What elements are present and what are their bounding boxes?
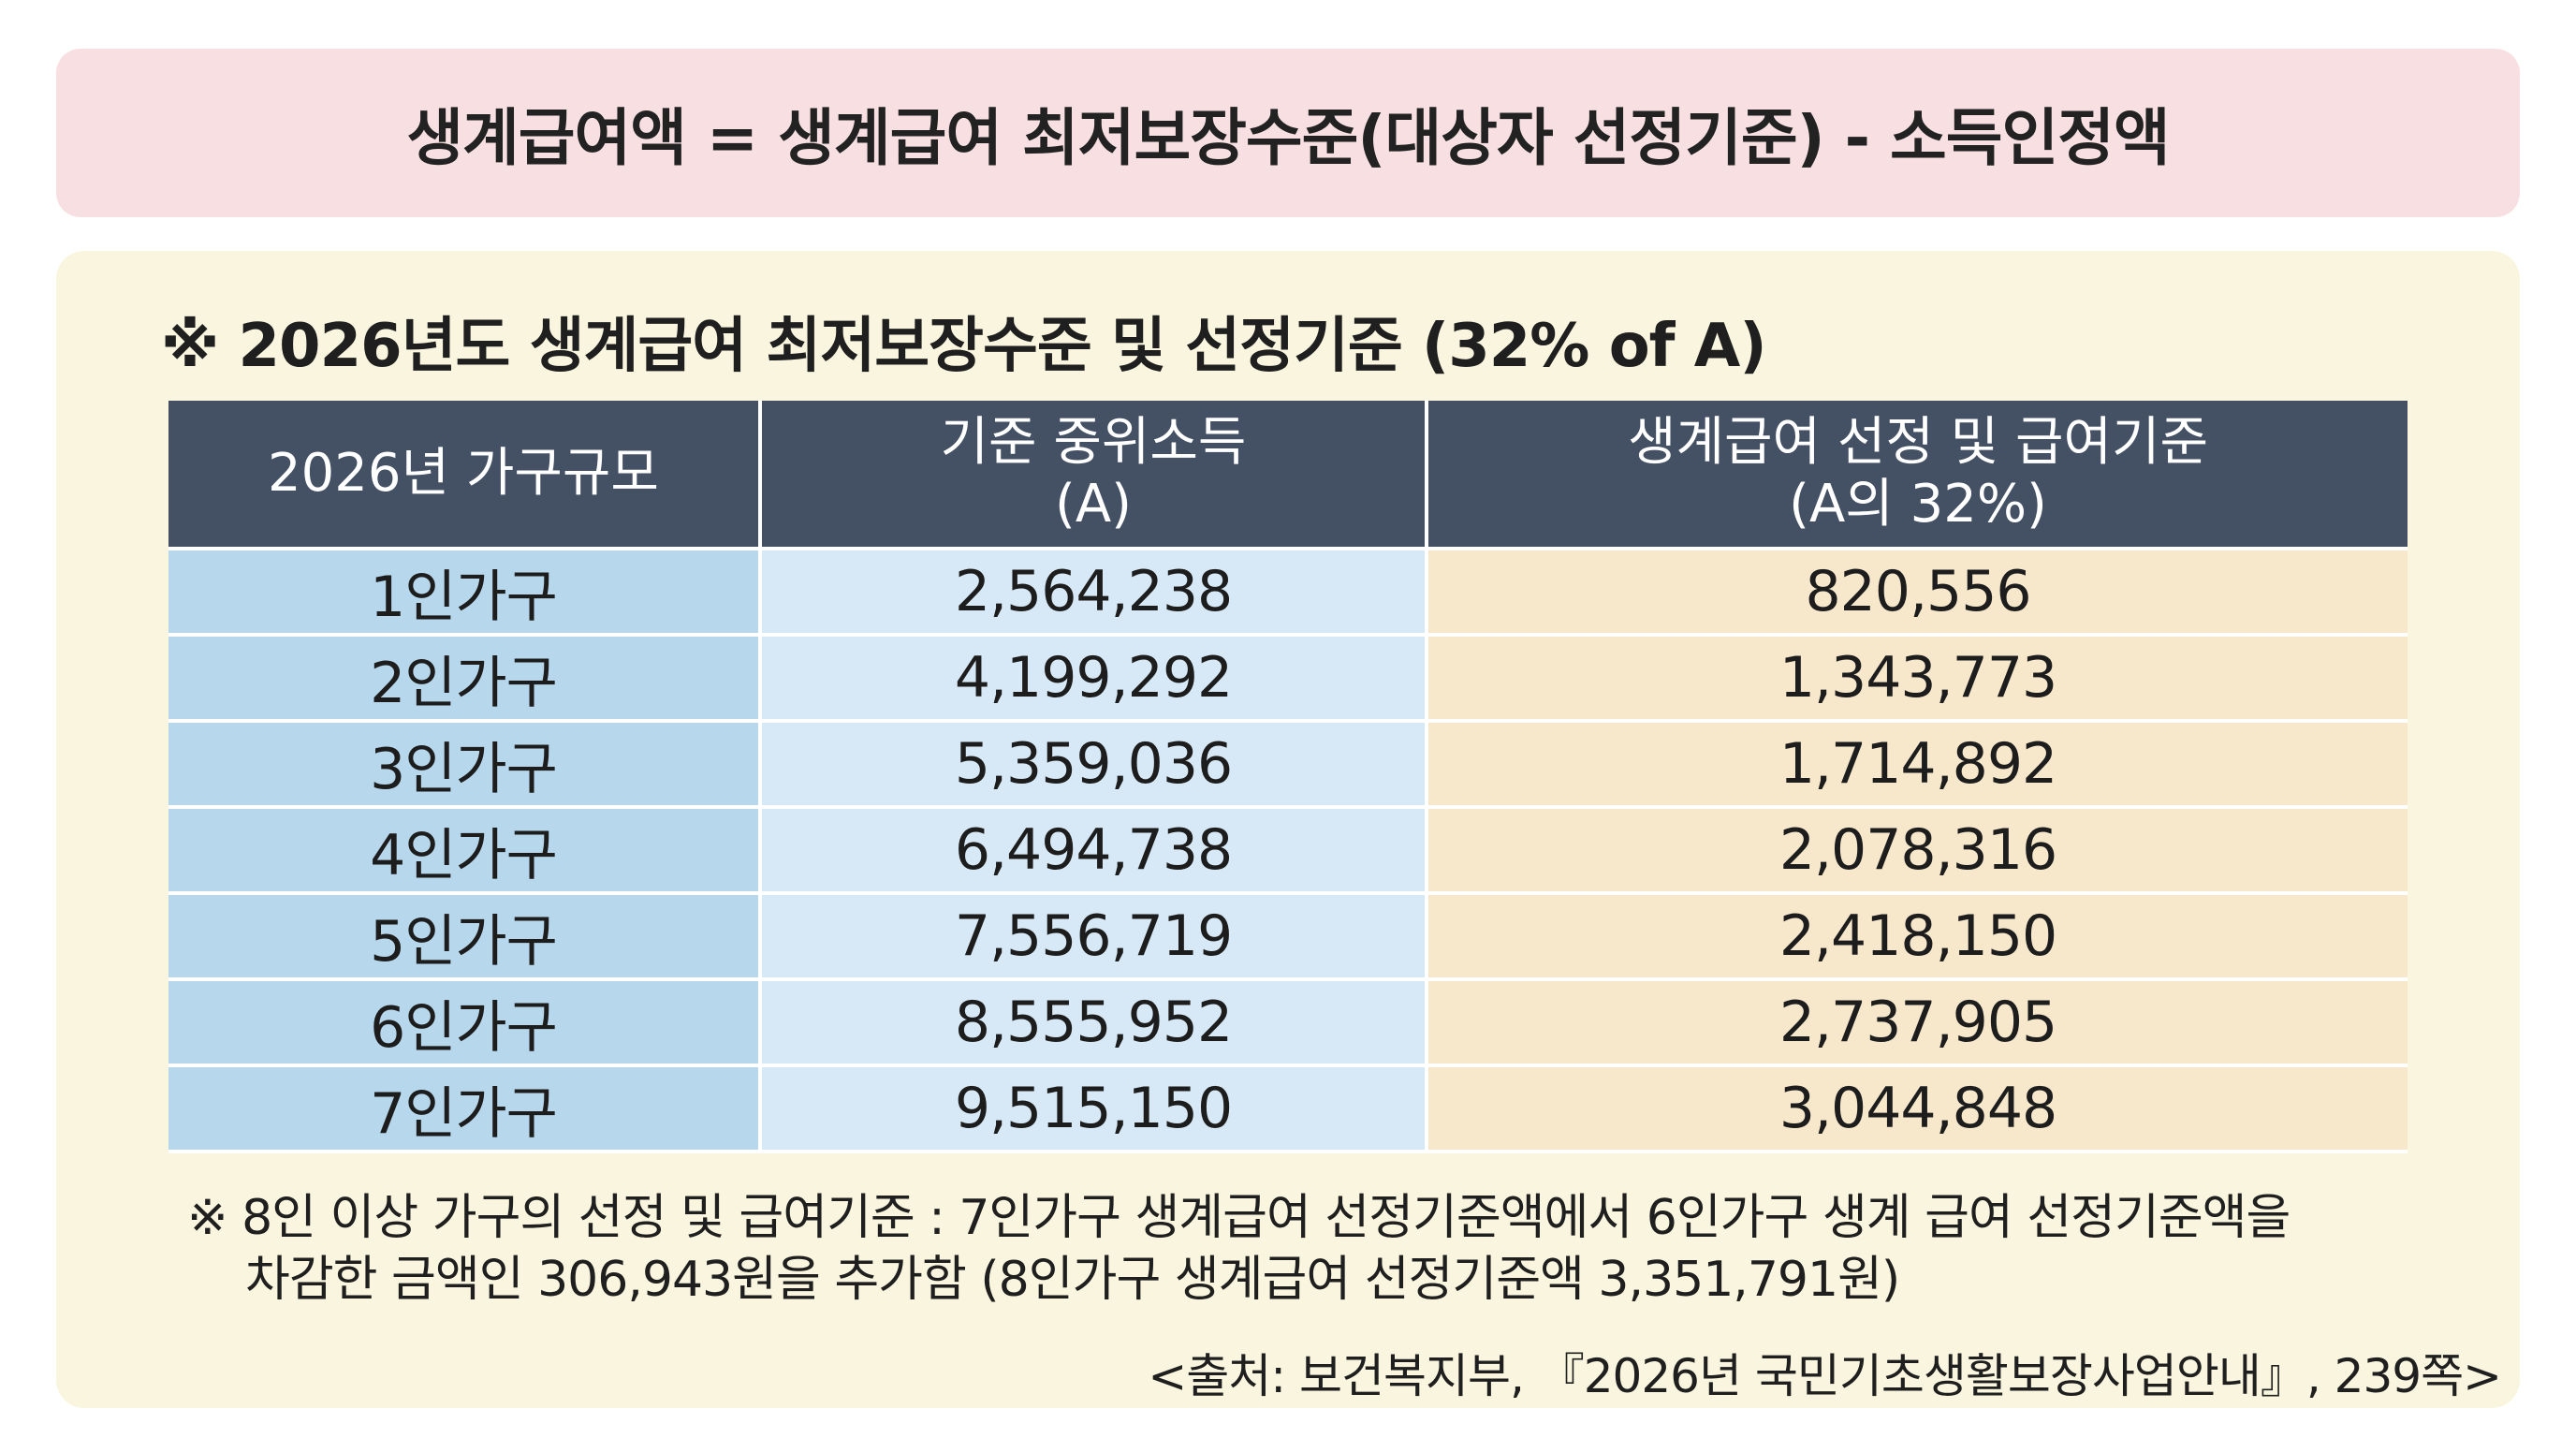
table-row: 3인가구 5,359,036 1,714,892 [168,721,2408,809]
source-citation: <출처: 보건복지부, 『2026년 국민기초생활보장사업안내』, 239쪽> [1148,1349,2502,1403]
section-title: ※ 2026년도 생계급여 최저보장수준 및 선정기준 (32% of A) [161,312,1767,381]
median-income-cell: 5,359,036 [760,721,1428,809]
benefit-criteria-cell: 820,556 [1427,549,2408,637]
benefit-criteria-cell: 1,343,773 [1427,635,2408,723]
header-median-income-label: 기준 중위소득 [940,412,1247,473]
household-size-cell: 6인가구 [168,979,762,1067]
median-income-cell: 8,555,952 [760,979,1428,1067]
table-row: 4인가구 6,494,738 2,078,316 [168,807,2408,895]
footnote: ※ 8인 이상 가구의 선정 및 급여기준 : 7인가구 생계급여 선정기준액에… [187,1187,2291,1311]
table-header-row: 2026년 가구규모 기준 중위소득 (A) 생계급여 선정 및 급여기준 (A… [168,401,2408,550]
table-row: 1인가구 2,564,238 820,556 [168,549,2408,637]
footnote-line-1: ※ 8인 이상 가구의 선정 및 급여기준 : 7인가구 생계급여 선정기준액에… [187,1190,2291,1246]
table-row: 7인가구 9,515,150 3,044,848 [168,1065,2408,1153]
header-median-income: 기준 중위소득 (A) [760,401,1428,550]
median-income-cell: 4,199,292 [760,635,1428,723]
household-size-cell: 4인가구 [168,807,762,895]
table-row: 6인가구 8,555,952 2,737,905 [168,979,2408,1067]
benefit-criteria-cell: 1,714,892 [1427,721,2408,809]
table-row: 5인가구 7,556,719 2,418,150 [168,893,2408,981]
benefit-criteria-cell: 2,418,150 [1427,893,2408,981]
household-size-cell: 7인가구 [168,1065,762,1153]
household-size-cell: 1인가구 [168,549,762,637]
header-household-size-label: 2026년 가구규모 [268,443,659,504]
median-income-cell: 2,564,238 [760,549,1428,637]
median-income-cell: 7,556,719 [760,893,1428,981]
median-income-cell: 6,494,738 [760,807,1428,895]
benefit-criteria-cell: 3,044,848 [1427,1065,2408,1153]
criteria-panel: ※ 2026년도 생계급여 최저보장수준 및 선정기준 (32% of A) 2… [56,251,2520,1408]
household-size-cell: 5인가구 [168,893,762,981]
criteria-table: 2026년 가구규모 기준 중위소득 (A) 생계급여 선정 및 급여기준 (A… [168,401,2408,1153]
household-size-cell: 3인가구 [168,721,762,809]
benefit-criteria-cell: 2,078,316 [1427,807,2408,895]
benefit-criteria-cell: 2,737,905 [1427,979,2408,1067]
formula-text: 생계급여액 = 생계급여 최저보장수준(대상자 선정기준) - 소득인정액 [406,102,2170,174]
header-benefit-criteria-label: 생계급여 선정 및 급여기준 [1627,412,2209,473]
header-benefit-criteria-sub: (A의 32%) [1789,474,2047,535]
formula-banner: 생계급여액 = 생계급여 최저보장수준(대상자 선정기준) - 소득인정액 [56,49,2520,217]
table-row: 2인가구 4,199,292 1,343,773 [168,635,2408,723]
household-size-cell: 2인가구 [168,635,762,723]
header-benefit-criteria: 생계급여 선정 및 급여기준 (A의 32%) [1427,401,2408,550]
header-median-income-sub: (A) [1054,474,1132,535]
median-income-cell: 9,515,150 [760,1065,1428,1153]
header-household-size: 2026년 가구규모 [168,401,762,550]
footnote-line-2: 차감한 금액인 306,943원을 추가함 (8인가구 생계급여 선정기준액 3… [245,1252,1900,1308]
